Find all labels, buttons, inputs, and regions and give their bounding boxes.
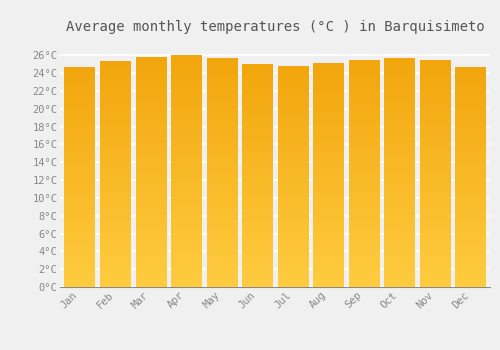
Bar xyxy=(100,62,130,287)
Bar xyxy=(420,61,450,287)
Title: Average monthly temperatures (°C ) in Barquisimeto: Average monthly temperatures (°C ) in Ba… xyxy=(66,20,484,34)
Bar xyxy=(348,61,379,287)
Bar xyxy=(456,68,486,287)
Bar xyxy=(313,63,344,287)
Bar xyxy=(242,64,272,287)
Bar xyxy=(278,67,308,287)
Bar xyxy=(171,55,202,287)
Bar xyxy=(64,68,94,287)
Bar xyxy=(136,57,166,287)
Bar xyxy=(206,59,237,287)
Bar xyxy=(384,59,414,287)
